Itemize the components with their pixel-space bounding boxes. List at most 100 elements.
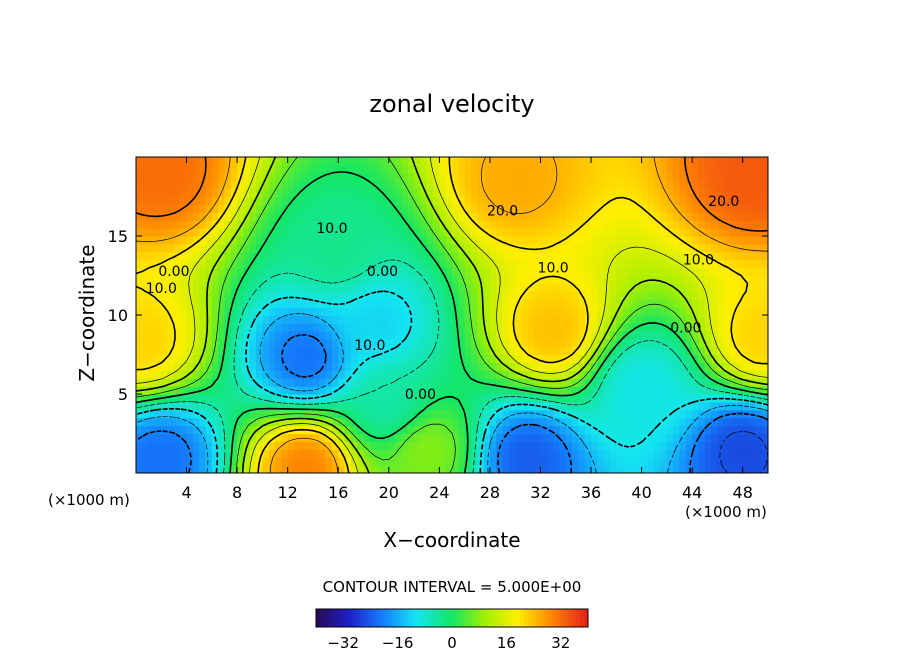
heatmap-cell xyxy=(275,354,282,363)
heatmap-cell xyxy=(508,204,516,213)
heatmap-cell xyxy=(496,307,504,316)
heatmap-cell xyxy=(376,267,384,277)
heatmap-cell xyxy=(262,243,270,253)
heatmap-cell xyxy=(300,204,308,213)
contour-label: 10.0 xyxy=(146,281,177,297)
heatmap-cell xyxy=(470,180,478,190)
heatmap-cell xyxy=(673,188,681,198)
heatmap-cell xyxy=(730,457,737,466)
heatmap-cell xyxy=(275,275,282,284)
heatmap-cell xyxy=(161,409,169,419)
heatmap-cell xyxy=(603,417,611,427)
heatmap-cell xyxy=(300,346,308,356)
heatmap-cell xyxy=(496,315,504,324)
heatmap-cell xyxy=(395,275,403,284)
heatmap-cell xyxy=(312,188,320,198)
heatmap-cell xyxy=(546,172,554,182)
heatmap-cell xyxy=(173,251,181,261)
heatmap-cell xyxy=(641,315,649,324)
heatmap-cell xyxy=(540,259,548,269)
heatmap-cell xyxy=(508,457,516,466)
heatmap-cell xyxy=(477,401,485,411)
heatmap-cell xyxy=(458,457,466,466)
heatmap-cell xyxy=(148,204,156,213)
heatmap-cell xyxy=(199,164,207,174)
heatmap-cell xyxy=(344,315,352,324)
heatmap-cell xyxy=(761,394,768,403)
heatmap-cell xyxy=(382,441,390,450)
heatmap-cell xyxy=(692,259,700,269)
heatmap-cell xyxy=(673,362,681,371)
heatmap-cell xyxy=(433,267,440,277)
heatmap-cell xyxy=(363,378,371,387)
heatmap-cell xyxy=(407,228,415,237)
heatmap-cell xyxy=(698,449,706,458)
heatmap-cell xyxy=(199,196,207,205)
heatmap-cell xyxy=(470,315,478,324)
heatmap-cell xyxy=(660,330,668,340)
heatmap-cell xyxy=(312,370,320,379)
contour-label: 10.0 xyxy=(316,221,347,237)
heatmap-cell xyxy=(224,164,232,174)
heatmap-cell xyxy=(698,346,706,356)
heatmap-cell xyxy=(628,315,636,324)
heatmap-cell xyxy=(312,362,320,371)
heatmap-cell xyxy=(616,196,624,205)
heatmap-cell xyxy=(382,188,390,198)
heatmap-cell xyxy=(357,315,365,324)
heatmap-cell xyxy=(167,378,175,387)
heatmap-cell xyxy=(559,299,567,308)
heatmap-cell xyxy=(338,354,346,363)
heatmap-cell xyxy=(414,180,421,190)
heatmap-cell xyxy=(597,275,605,284)
heatmap-cell xyxy=(755,267,763,277)
heatmap-cell xyxy=(256,228,263,237)
heatmap-cell xyxy=(660,362,668,371)
heatmap-cell xyxy=(647,188,655,198)
heatmap-cell xyxy=(142,220,150,229)
heatmap-cell xyxy=(142,441,150,450)
heatmap-cell xyxy=(192,409,200,419)
heatmap-cell xyxy=(224,212,232,221)
heatmap-cell xyxy=(363,330,371,340)
heatmap-cell xyxy=(186,228,194,237)
heatmap-cell xyxy=(584,457,592,466)
heatmap-cell xyxy=(199,283,207,292)
heatmap-cell xyxy=(294,465,301,473)
heatmap-cell xyxy=(679,204,687,213)
heatmap-cell xyxy=(211,236,219,245)
heatmap-cell xyxy=(224,228,232,237)
heatmap-cell xyxy=(306,299,314,308)
heatmap-cell xyxy=(521,433,529,442)
heatmap-cell xyxy=(268,354,276,363)
heatmap-cell xyxy=(711,299,719,308)
heatmap-cell xyxy=(268,157,276,166)
heatmap-cell xyxy=(224,394,232,403)
heatmap-cell xyxy=(458,251,466,261)
heatmap-cell xyxy=(685,307,693,316)
colorbar-segment xyxy=(408,609,413,627)
heatmap-cell xyxy=(477,417,485,427)
heatmap-cell xyxy=(489,322,497,332)
heatmap-cell xyxy=(275,212,282,221)
heatmap-cell xyxy=(591,409,598,419)
heatmap-cell xyxy=(369,330,377,340)
heatmap-cell xyxy=(489,433,497,442)
heatmap-cell xyxy=(407,204,415,213)
heatmap-cell xyxy=(654,425,662,435)
heatmap-cell xyxy=(654,157,662,166)
heatmap-cell xyxy=(610,338,617,348)
heatmap-cell xyxy=(224,378,232,387)
heatmap-cell xyxy=(534,157,542,166)
heatmap-cell xyxy=(685,220,693,229)
heatmap-cell xyxy=(572,157,579,166)
heatmap-cell xyxy=(673,299,681,308)
heatmap-cell xyxy=(452,417,459,427)
heatmap-cell xyxy=(186,362,194,371)
heatmap-cell xyxy=(660,409,668,419)
heatmap-cell xyxy=(610,457,617,466)
heatmap-cell xyxy=(666,394,674,403)
heatmap-cell xyxy=(287,378,295,387)
heatmap-cell xyxy=(344,457,352,466)
heatmap-cell xyxy=(540,157,548,166)
